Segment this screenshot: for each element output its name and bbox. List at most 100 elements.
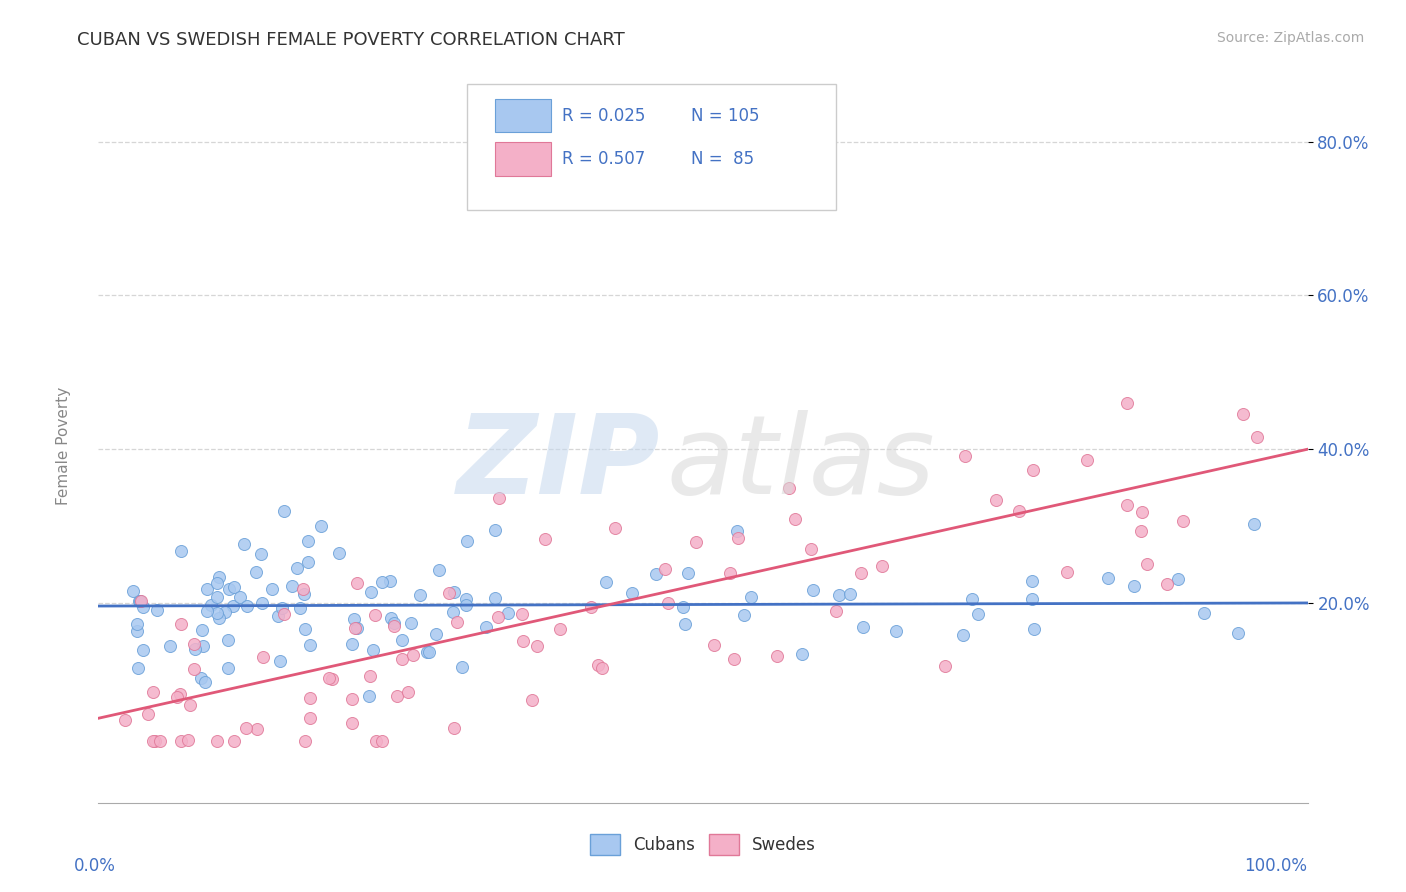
- Point: [872, 559, 894, 574]
- Point: [824, 604, 846, 618]
- Point: [486, 610, 509, 624]
- Point: [360, 584, 382, 599]
- FancyBboxPatch shape: [467, 84, 837, 211]
- Point: [675, 617, 697, 632]
- Point: [197, 604, 219, 618]
- Point: [297, 534, 319, 549]
- Point: [520, 693, 543, 707]
- Point: [191, 623, 214, 637]
- Point: [533, 532, 555, 546]
- Point: [849, 566, 872, 580]
- Point: [176, 733, 198, 747]
- Point: [645, 566, 668, 581]
- Point: [346, 621, 368, 635]
- Point: [605, 521, 627, 535]
- Point: [364, 608, 387, 623]
- Point: [1129, 524, 1152, 538]
- Point: [657, 596, 679, 610]
- Point: [439, 586, 461, 600]
- Text: N =  85: N = 85: [690, 150, 754, 168]
- Point: [952, 627, 974, 641]
- Point: [292, 587, 315, 601]
- Point: [298, 691, 321, 706]
- Point: [733, 607, 755, 622]
- Point: [1008, 504, 1031, 518]
- Point: [340, 692, 363, 706]
- Point: [984, 493, 1007, 508]
- Point: [967, 607, 990, 622]
- Point: [229, 591, 252, 605]
- Point: [391, 632, 413, 647]
- Point: [218, 582, 240, 596]
- Point: [740, 590, 762, 604]
- Point: [194, 674, 217, 689]
- Point: [962, 592, 984, 607]
- Point: [250, 596, 273, 610]
- Point: [1246, 429, 1268, 443]
- Point: [654, 562, 676, 576]
- Point: [128, 594, 150, 608]
- Point: [474, 620, 496, 634]
- Point: [193, 639, 215, 653]
- Text: CUBAN VS SWEDISH FEMALE POVERTY CORRELATION CHART: CUBAN VS SWEDISH FEMALE POVERTY CORRELAT…: [77, 31, 626, 49]
- Point: [170, 544, 193, 558]
- Point: [321, 672, 343, 686]
- Point: [443, 584, 465, 599]
- Point: [170, 734, 193, 748]
- Point: [725, 524, 748, 538]
- Point: [371, 574, 394, 589]
- Point: [718, 566, 741, 580]
- Point: [170, 617, 193, 632]
- Point: [318, 671, 340, 685]
- Point: [1021, 574, 1043, 588]
- Point: [380, 611, 402, 625]
- Point: [1024, 622, 1046, 636]
- Point: [443, 721, 465, 735]
- Point: [127, 617, 149, 632]
- Point: [342, 637, 364, 651]
- Point: [1097, 571, 1119, 585]
- Point: [143, 734, 166, 748]
- Point: [267, 608, 290, 623]
- Point: [129, 594, 152, 608]
- Point: [1243, 516, 1265, 531]
- Legend: Cubans, Swedes: Cubans, Swedes: [582, 826, 824, 863]
- Point: [269, 654, 291, 668]
- Point: [579, 599, 602, 614]
- Point: [309, 519, 332, 533]
- Point: [1232, 407, 1254, 421]
- Point: [146, 603, 169, 617]
- Point: [359, 669, 381, 683]
- Point: [484, 523, 506, 537]
- Point: [454, 591, 477, 606]
- Point: [1116, 396, 1139, 410]
- Point: [169, 687, 191, 701]
- Point: [852, 620, 875, 634]
- Point: [484, 591, 506, 606]
- Point: [427, 563, 450, 577]
- Point: [548, 622, 571, 636]
- Point: [217, 632, 239, 647]
- Point: [236, 599, 259, 613]
- Point: [425, 627, 447, 641]
- Point: [136, 707, 159, 722]
- Point: [727, 531, 749, 545]
- Point: [190, 671, 212, 685]
- Point: [235, 722, 257, 736]
- Point: [441, 605, 464, 619]
- Text: Female Poverty: Female Poverty: [56, 387, 70, 505]
- Point: [1136, 557, 1159, 571]
- Point: [217, 661, 239, 675]
- Point: [224, 734, 246, 748]
- Point: [297, 555, 319, 569]
- Text: 0.0%: 0.0%: [75, 857, 117, 875]
- Point: [1115, 499, 1137, 513]
- Point: [166, 690, 188, 704]
- Point: [183, 661, 205, 675]
- Point: [366, 734, 388, 748]
- Point: [200, 598, 222, 612]
- Point: [1130, 505, 1153, 519]
- Point: [934, 658, 956, 673]
- FancyBboxPatch shape: [495, 99, 551, 132]
- Point: [132, 600, 155, 615]
